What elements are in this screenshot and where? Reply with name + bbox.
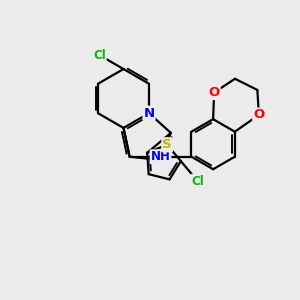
- Text: NH: NH: [151, 150, 170, 163]
- Text: N: N: [143, 107, 155, 120]
- Text: Cl: Cl: [93, 49, 106, 62]
- Text: O: O: [208, 86, 220, 99]
- Text: N: N: [153, 153, 164, 166]
- Text: S: S: [162, 138, 172, 151]
- Text: O: O: [253, 109, 265, 122]
- Text: Cl: Cl: [191, 175, 204, 188]
